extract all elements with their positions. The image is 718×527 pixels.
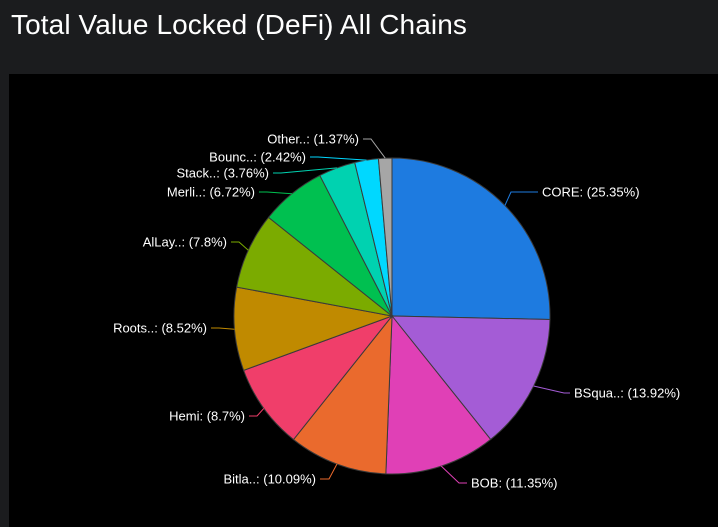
- pie-labels: CORE: (25.35%) BSqua..: (13.92%) BOB: (11.…: [113, 132, 680, 491]
- slice-label: Bitla..: (10.09%): [224, 472, 317, 487]
- label-leader-line: [440, 465, 467, 484]
- pie-slice[interactable]: [377, 157, 393, 317]
- label-leader-line: [231, 241, 249, 251]
- slice-label: BSqua..: (13.92%): [574, 386, 680, 401]
- slice-label: CORE: (25.35%): [542, 185, 640, 200]
- label-leader-line: [533, 385, 570, 394]
- pie-slice[interactable]: [292, 314, 393, 475]
- slice-label: Bounc..: (2.42%): [209, 150, 306, 165]
- pie-slices: [233, 157, 551, 475]
- slice-label: BOB: (11.35%): [471, 476, 557, 491]
- slice-label: Stack..: (3.76%): [177, 166, 269, 181]
- chart-panel: CORE: (25.35%) BSqua..: (13.92%) BOB: (11.…: [9, 74, 718, 527]
- pie-slice[interactable]: [243, 314, 394, 441]
- label-leader-line: [211, 327, 235, 330]
- label-leader-line: [504, 191, 538, 206]
- slice-label: Merli..: (6.72%): [167, 185, 255, 200]
- slice-label: Hemi: (8.7%): [169, 409, 245, 424]
- label-leader-line: [310, 156, 367, 161]
- label-leader-line: [320, 463, 338, 480]
- label-leader-line: [273, 167, 337, 174]
- label-leader-line: [259, 191, 293, 195]
- slice-label: Other..: (1.37%): [267, 132, 359, 147]
- label-leader-line: [363, 138, 386, 159]
- slice-label: AlLay..: (7.8%): [143, 235, 227, 250]
- pie-slice[interactable]: [233, 286, 394, 372]
- label-leader-line: [249, 408, 265, 417]
- slice-label: Roots..: (8.52%): [113, 321, 207, 336]
- pie-slice[interactable]: [391, 157, 551, 320]
- page-title: Total Value Locked (DeFi) All Chains: [11, 9, 467, 40]
- pie-slice[interactable]: [385, 314, 492, 475]
- pie-chart: CORE: (25.35%) BSqua..: (13.92%) BOB: (11.…: [113, 132, 680, 491]
